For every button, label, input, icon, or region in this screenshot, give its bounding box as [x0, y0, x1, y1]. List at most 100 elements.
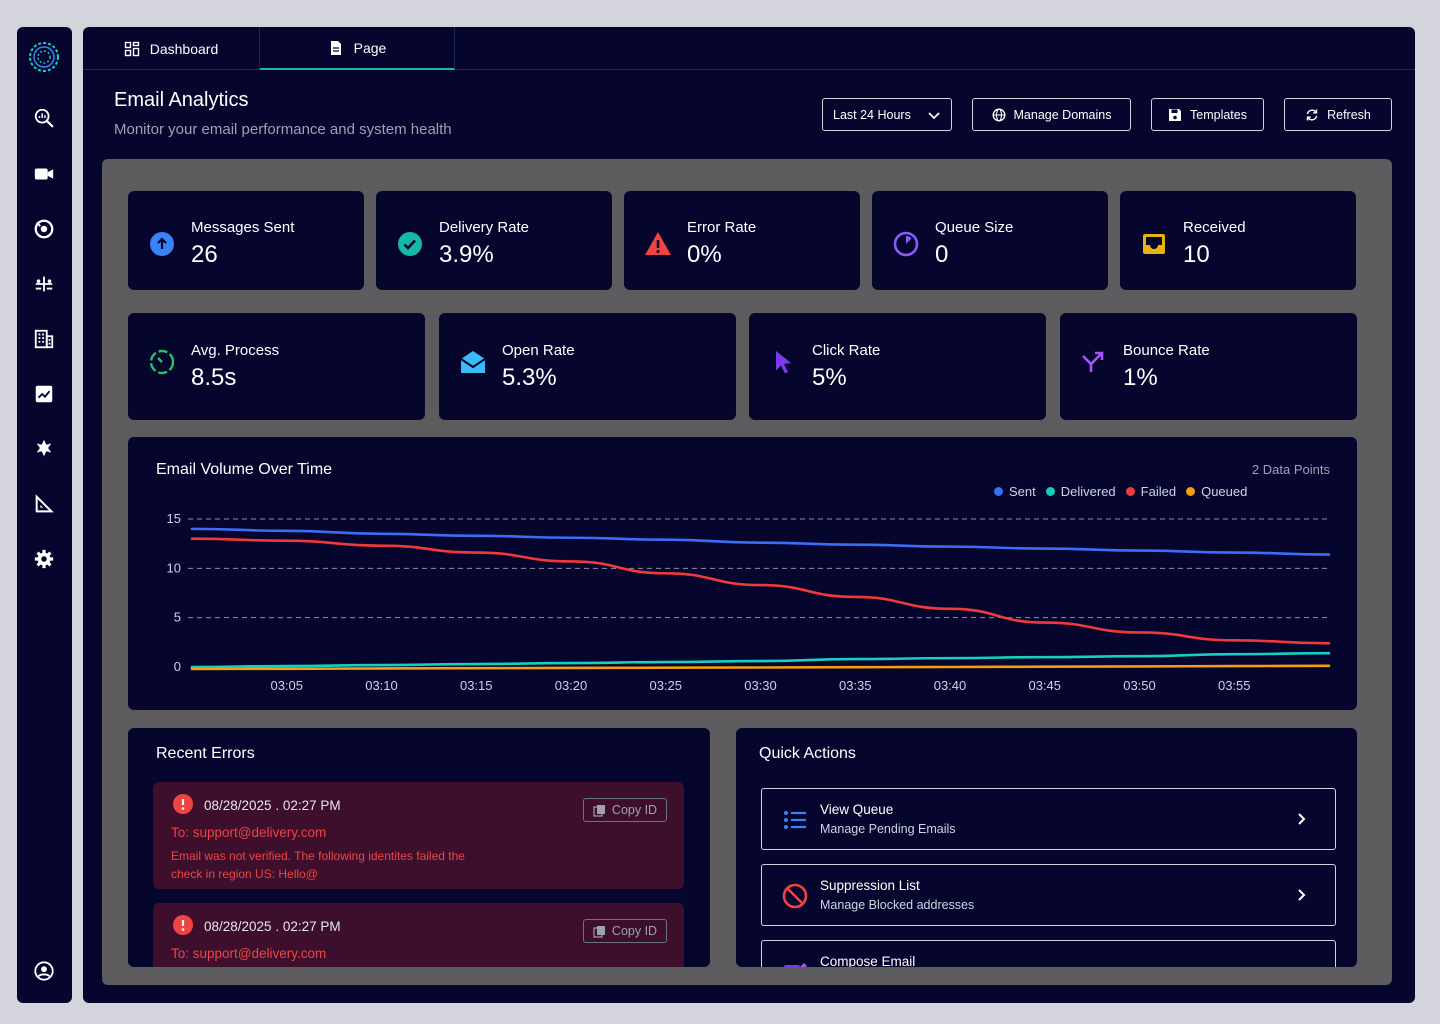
- tab-dashboard[interactable]: Dashboard: [83, 27, 260, 70]
- copy-id-button[interactable]: Copy ID: [583, 798, 667, 822]
- stat-card-bounce-rate: Bounce Rate 1%: [1060, 313, 1357, 420]
- stat-card-click-rate: Click Rate 5%: [749, 313, 1046, 420]
- app-logo-icon[interactable]: [28, 41, 60, 73]
- recent-errors-title: Recent Errors: [156, 745, 255, 762]
- cursor-pointer-icon: [769, 348, 797, 376]
- view-queue-action[interactable]: View Queue Manage Pending Emails: [761, 788, 1336, 850]
- tab-page[interactable]: Page: [260, 27, 455, 70]
- refresh-icon: [1306, 109, 1318, 120]
- document-icon: [330, 40, 341, 55]
- arrow-up-circle-icon: [148, 230, 176, 258]
- error-alert-icon: [173, 915, 193, 935]
- copy-id-button[interactable]: Copy ID: [583, 919, 667, 943]
- user-profile-icon[interactable]: [32, 959, 56, 983]
- legend-label: Failed: [1140, 484, 1177, 499]
- time-range-select[interactable]: Last 24 Hours: [822, 98, 952, 131]
- block-icon: [782, 883, 808, 909]
- page-title: Email Analytics: [114, 89, 249, 111]
- bug-icon[interactable]: [32, 436, 56, 460]
- camera-lens-icon[interactable]: [32, 217, 56, 241]
- stat-card-received: Received 10: [1120, 191, 1356, 290]
- save-disk-icon: [1169, 108, 1181, 121]
- refresh-button[interactable]: Refresh: [1284, 98, 1392, 131]
- legend-dot: [1186, 487, 1196, 496]
- legend-item-queued[interactable]: Queued: [1186, 484, 1247, 499]
- chevron-right-icon: [1298, 813, 1306, 825]
- settings-gear-icon[interactable]: [32, 547, 56, 571]
- stat-card-delivery-rate: Delivery Rate 3.9%: [376, 191, 612, 290]
- video-icon[interactable]: [32, 162, 56, 186]
- stat-label: Delivery Rate: [439, 219, 530, 236]
- stat-card-messages-sent: Messages Sent 26: [128, 191, 364, 290]
- list-icon: [784, 811, 806, 829]
- legend-label: Delivered: [1060, 484, 1116, 499]
- stat-card-error-rate: Error Rate 0%: [624, 191, 860, 290]
- building-icon[interactable]: [32, 327, 56, 351]
- x-tick-label: 03:55: [1218, 678, 1251, 693]
- y-tick-label: 15: [167, 511, 181, 526]
- tab-bar: Dashboard Page: [83, 27, 1415, 70]
- main-window: Dashboard Page Email Analytics Monitor y…: [83, 27, 1415, 1003]
- legend-item-sent[interactable]: Sent: [994, 484, 1036, 499]
- x-tick-label: 03:25: [649, 678, 682, 693]
- action-description: Manage Blocked addresses: [820, 898, 975, 912]
- stat-label: Messages Sent: [191, 219, 295, 236]
- content-panel: Messages Sent 26 Delivery Rate 3.9% Erro…: [102, 159, 1392, 985]
- legend-dot: [1045, 487, 1055, 496]
- error-timestamp: 08/28/2025 . 02:27 PM: [204, 919, 341, 934]
- x-tick-label: 03:10: [365, 678, 398, 693]
- stat-value: 1%: [1123, 364, 1158, 391]
- x-tick-label: 03:30: [744, 678, 777, 693]
- y-tick-label: 0: [174, 659, 181, 674]
- manage-domains-label: Manage Domains: [1013, 107, 1112, 122]
- quick-actions-title: Quick Actions: [759, 745, 856, 762]
- time-range-label: Last 24 Hours: [833, 107, 911, 122]
- stat-value: 26: [191, 241, 218, 268]
- refresh-label: Refresh: [1327, 107, 1371, 122]
- balance-icon[interactable]: [32, 272, 56, 296]
- trend-chart-icon[interactable]: [32, 382, 56, 406]
- check-circle-icon: [396, 230, 424, 258]
- copy-icon: [593, 804, 605, 817]
- templates-button[interactable]: Templates: [1151, 98, 1264, 131]
- copy-icon: [593, 925, 605, 938]
- bounce-arrow-icon: [1080, 348, 1108, 376]
- stat-value: 3.9%: [439, 241, 494, 268]
- pie-progress-icon: [892, 230, 920, 258]
- x-tick-label: 03:20: [555, 678, 588, 693]
- legend-label: Queued: [1201, 484, 1248, 499]
- series-line-delivered: [190, 651, 1331, 669]
- chevron-right-icon: [1298, 889, 1306, 901]
- stat-value: 5%: [812, 364, 847, 391]
- stat-card-avg-process: Avg. Process 8.5s: [128, 313, 425, 420]
- ruler-triangle-icon[interactable]: [32, 492, 56, 516]
- series-line-sent: [190, 527, 1331, 556]
- error-item: 08/28/2025 . 02:27 PM Copy ID To: suppor…: [153, 903, 684, 967]
- stat-value: 5.3%: [502, 364, 557, 391]
- templates-label: Templates: [1190, 107, 1247, 122]
- tab-dashboard-label: Dashboard: [149, 40, 219, 57]
- action-label: View Queue: [820, 802, 894, 817]
- action-label: Compose Email: [820, 954, 916, 967]
- error-recipient: To: support@delivery.com: [171, 825, 327, 840]
- legend-item-failed[interactable]: Failed: [1125, 484, 1177, 499]
- stat-label: Click Rate: [812, 342, 881, 359]
- compose-email-action[interactable]: Compose Email: [761, 940, 1336, 967]
- legend-dot: [994, 487, 1003, 496]
- dashboard-grid-icon: [124, 41, 139, 56]
- copy-id-label: Copy ID: [611, 803, 658, 817]
- chart-data-points-count: 2 Data Points: [1251, 462, 1330, 477]
- compose-icon: [784, 963, 807, 967]
- x-tick-label: 03:45: [1028, 678, 1061, 693]
- stat-label: Open Rate: [502, 342, 575, 359]
- x-tick-label: 03:05: [270, 678, 303, 693]
- analytics-search-icon[interactable]: [32, 106, 56, 130]
- warning-triangle-icon: [644, 230, 672, 258]
- stat-card-queue-size: Queue Size 0: [872, 191, 1108, 290]
- legend-item-delivered[interactable]: Delivered: [1045, 484, 1116, 499]
- suppression-list-action[interactable]: Suppression List Manage Blocked addresse…: [761, 864, 1336, 926]
- email-volume-chart-card: Email Volume Over Time 2 Data Points Sen…: [128, 437, 1357, 710]
- stat-value: 0%: [687, 241, 722, 268]
- action-label: Suppression List: [820, 878, 920, 893]
- manage-domains-button[interactable]: Manage Domains: [972, 98, 1131, 131]
